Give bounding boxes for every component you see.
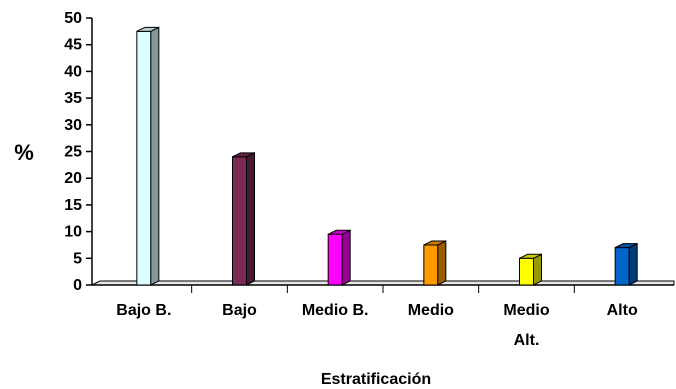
bars [136,26,638,286]
bar-front [232,156,247,286]
bar-side [628,242,638,286]
bar-top [232,152,255,158]
bar-side [150,26,160,286]
bar-top [423,240,447,246]
y-axis: 0 5 10 15 20 25 30 35 40 45 50 [64,10,93,294]
bar-alto [614,242,638,286]
bar-front [327,233,343,286]
chart-floor [91,280,675,286]
y-tick-label: 5 [73,250,82,267]
x-axis-label: Estratificación [321,371,431,388]
bar-side [533,253,542,286]
bar-top [614,243,638,249]
bar-front [423,244,439,286]
bar-front [136,30,152,286]
y-axis-label: % [14,140,34,165]
y-tick-label: 15 [64,197,82,214]
x-tick-label: Medio Alt. [503,302,549,349]
x-tick-label: Medio [408,302,454,319]
bar-side [437,240,447,286]
bar-medio [423,240,447,286]
x-tick-label: Medio B. [302,302,369,319]
bar-medio-b [327,229,351,286]
bar-front [519,257,534,286]
bar-front [614,247,630,286]
x-tick-labels: Bajo B. Bajo Medio B. Medio Medio Alt. Alto [116,285,638,349]
bar-top [327,229,351,235]
x-tick-label: Alto [607,302,638,319]
y-tick-label: 10 [64,224,82,241]
x-tick-label: Bajo B. [116,302,171,319]
x-tick-label: Bajo [222,302,257,319]
y-tick-label: 20 [64,170,82,187]
y-tick-label: 50 [64,10,82,27]
bar-bajo [232,152,255,286]
y-tick-label: 30 [64,117,82,134]
bar-side [341,229,351,286]
y-tick-label: 45 [64,37,82,54]
bar-top [519,253,542,259]
bar-side [246,152,255,286]
bar-top [136,26,160,32]
bar-medio-alt [519,253,542,286]
y-tick-label: 0 [73,277,82,294]
bar-bajo-b [136,26,160,286]
y-tick-label: 25 [64,144,82,161]
y-tick-label: 40 [64,63,82,80]
y-tick-label: 35 [64,90,82,107]
